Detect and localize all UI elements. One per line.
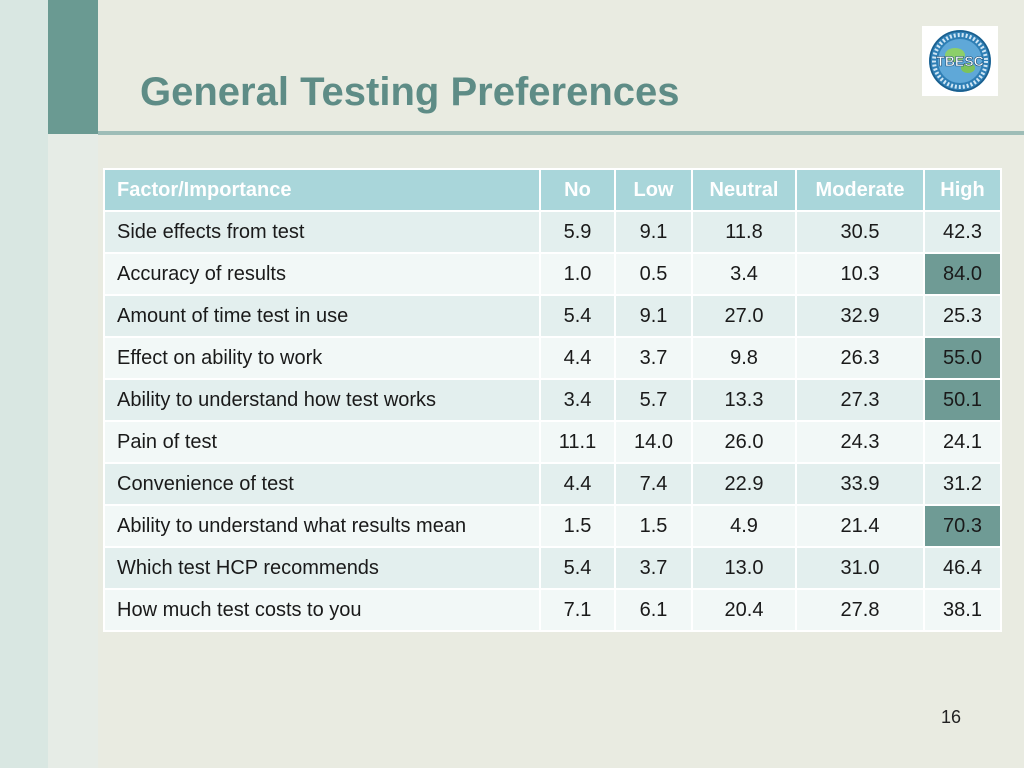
value-cell: 13.3 <box>691 378 797 422</box>
value-cell: 5.4 <box>539 546 616 590</box>
value-cell: 55.0 <box>923 336 1002 380</box>
tbesc-logo: TBESC <box>922 26 998 96</box>
value-cell: 9.8 <box>691 336 797 380</box>
value-cell: 25.3 <box>923 294 1002 338</box>
value-cell: 32.9 <box>795 294 925 338</box>
value-cell: 30.5 <box>795 210 925 254</box>
logo-text: TBESC <box>936 53 983 69</box>
value-cell: 5.7 <box>614 378 693 422</box>
value-cell: 27.8 <box>795 588 925 632</box>
value-cell: 38.1 <box>923 588 1002 632</box>
value-cell: 5.4 <box>539 294 616 338</box>
value-cell: 27.0 <box>691 294 797 338</box>
slide-title: General Testing Preferences <box>140 70 680 114</box>
value-cell: 3.4 <box>539 378 616 422</box>
header-low: Low <box>614 168 693 212</box>
factor-cell: Side effects from test <box>103 210 541 254</box>
header-moderate: Moderate <box>795 168 925 212</box>
table-row: Which test HCP recommends 5.4 3.7 13.0 31.0 4… <box>103 546 1002 590</box>
factor-cell: Effect on ability to work <box>103 336 541 380</box>
left-stripe-light <box>0 0 48 768</box>
table-row: Convenience of test 4.4 7.4 22.9 33.9 31.2 <box>103 462 1002 506</box>
value-cell: 4.9 <box>691 504 797 548</box>
preferences-table-wrap: Factor/Importance No Low Neutral Moderat… <box>103 168 1002 632</box>
table-body: Side effects from test 5.9 9.1 11.8 30.5 42.3… <box>103 210 1002 632</box>
value-cell: 6.1 <box>614 588 693 632</box>
value-cell: 4.4 <box>539 462 616 506</box>
header-row: Factor/Importance No Low Neutral Moderat… <box>103 168 1002 212</box>
value-cell: 50.1 <box>923 378 1002 422</box>
table-row: Ability to understand what results mean 1… <box>103 504 1002 548</box>
left-stripe-mid <box>48 134 98 768</box>
value-cell: 20.4 <box>691 588 797 632</box>
value-cell: 0.5 <box>614 252 693 296</box>
factor-cell: Accuracy of results <box>103 252 541 296</box>
header-no: No <box>539 168 616 212</box>
value-cell: 46.4 <box>923 546 1002 590</box>
value-cell: 1.5 <box>539 504 616 548</box>
value-cell: 10.3 <box>795 252 925 296</box>
table-row: Accuracy of results 1.0 0.5 3.4 10.3 84.0 <box>103 252 1002 296</box>
value-cell: 70.3 <box>923 504 1002 548</box>
factor-cell: Convenience of test <box>103 462 541 506</box>
title-rule <box>98 131 1024 135</box>
header-high: High <box>923 168 1002 212</box>
factor-cell: Which test HCP recommends <box>103 546 541 590</box>
value-cell: 14.0 <box>614 420 693 464</box>
factor-cell: Amount of time test in use <box>103 294 541 338</box>
factor-cell: How much test costs to you <box>103 588 541 632</box>
value-cell: 22.9 <box>691 462 797 506</box>
value-cell: 1.0 <box>539 252 616 296</box>
globe-logo-icon: TBESC <box>929 30 991 92</box>
value-cell: 11.1 <box>539 420 616 464</box>
value-cell: 24.1 <box>923 420 1002 464</box>
value-cell: 3.7 <box>614 546 693 590</box>
factor-cell: Ability to understand what results mean <box>103 504 541 548</box>
left-stripe-dark <box>48 0 98 134</box>
preferences-table: Factor/Importance No Low Neutral Moderat… <box>103 168 1002 632</box>
value-cell: 7.1 <box>539 588 616 632</box>
value-cell: 26.3 <box>795 336 925 380</box>
value-cell: 3.7 <box>614 336 693 380</box>
header-factor: Factor/Importance <box>103 168 541 212</box>
value-cell: 1.5 <box>614 504 693 548</box>
table-row: Effect on ability to work 4.4 3.7 9.8 26.3 55… <box>103 336 1002 380</box>
value-cell: 42.3 <box>923 210 1002 254</box>
value-cell: 7.4 <box>614 462 693 506</box>
header-neutral: Neutral <box>691 168 797 212</box>
value-cell: 13.0 <box>691 546 797 590</box>
factor-cell: Pain of test <box>103 420 541 464</box>
value-cell: 26.0 <box>691 420 797 464</box>
table-row: How much test costs to you 7.1 6.1 20.4 27.8… <box>103 588 1002 632</box>
table-row: Ability to understand how test works 3.4 5… <box>103 378 1002 422</box>
value-cell: 33.9 <box>795 462 925 506</box>
table-row: Amount of time test in use 5.4 9.1 27.0 32.9… <box>103 294 1002 338</box>
value-cell: 3.4 <box>691 252 797 296</box>
page-number: 16 <box>940 707 962 727</box>
value-cell: 24.3 <box>795 420 925 464</box>
value-cell: 9.1 <box>614 294 693 338</box>
value-cell: 11.8 <box>691 210 797 254</box>
value-cell: 21.4 <box>795 504 925 548</box>
value-cell: 9.1 <box>614 210 693 254</box>
value-cell: 5.9 <box>539 210 616 254</box>
table-row: Pain of test 11.1 14.0 26.0 24.3 24.1 <box>103 420 1002 464</box>
value-cell: 31.0 <box>795 546 925 590</box>
factor-cell: Ability to understand how test works <box>103 378 541 422</box>
value-cell: 4.4 <box>539 336 616 380</box>
value-cell: 31.2 <box>923 462 1002 506</box>
table-row: Side effects from test 5.9 9.1 11.8 30.5 42.3 <box>103 210 1002 254</box>
value-cell: 84.0 <box>923 252 1002 296</box>
value-cell: 27.3 <box>795 378 925 422</box>
